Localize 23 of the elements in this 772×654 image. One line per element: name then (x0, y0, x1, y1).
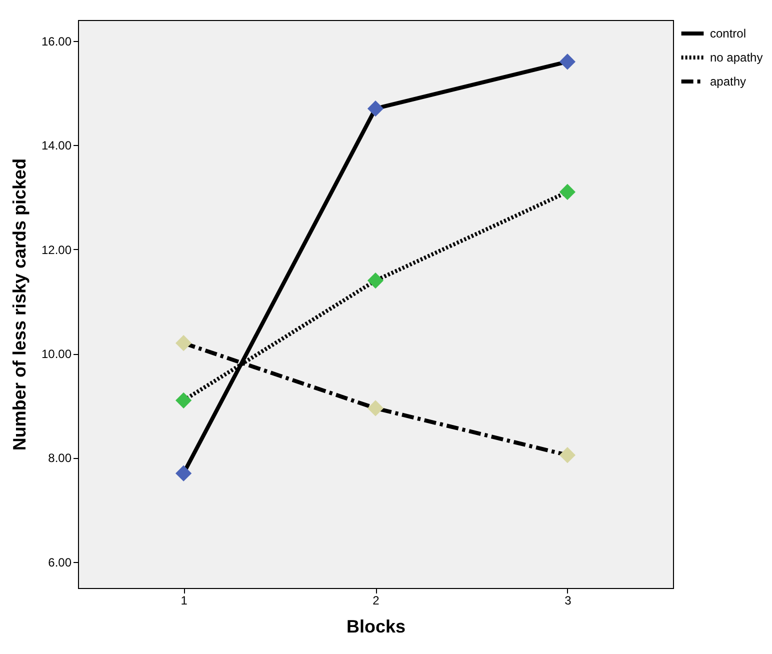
point (367, 272, 384, 289)
point (367, 400, 384, 416)
y-tick-label: 14.00 (41, 138, 72, 153)
point (367, 100, 384, 117)
y-tick-label: 6.00 (48, 555, 72, 570)
legend-label: control (710, 26, 746, 40)
x-axis-title: Blocks (346, 616, 406, 636)
x-tick-label: 2 (372, 594, 380, 608)
point (559, 447, 576, 464)
x-tick-label: 3 (564, 594, 572, 608)
legend-label: apathy (710, 74, 746, 88)
point (176, 335, 192, 352)
point (559, 184, 576, 200)
y-tick-label: 8.00 (48, 451, 72, 466)
point (559, 54, 576, 70)
point (176, 392, 192, 408)
legend-label: no apathy (710, 50, 763, 64)
x-tick-label: 1 (180, 594, 188, 608)
y-tick-label: 16.00 (41, 34, 72, 48)
point (176, 465, 192, 482)
y-tick-label: 10.00 (41, 347, 72, 362)
y-axis-title: Number of less risky cards picked (9, 158, 30, 451)
y-tick-label: 12.00 (41, 242, 72, 257)
